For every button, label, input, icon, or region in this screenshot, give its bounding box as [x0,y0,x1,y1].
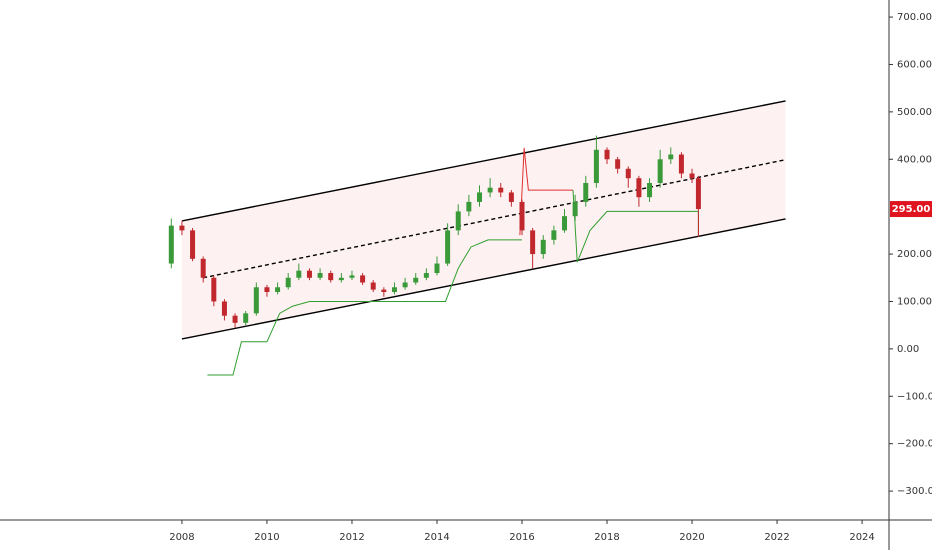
x-tick-label: 2010 [254,532,279,543]
channel-lower [181,218,786,340]
candle-body [306,270,312,278]
channel-fill [181,100,786,339]
candle-body [413,277,419,283]
candle-body [285,277,291,288]
candle-body [179,225,185,231]
candle-body [530,230,536,255]
price-tag-label: 295.00 [892,204,931,215]
y-tick-label: −100.00 [897,391,932,402]
candle-body [211,277,217,302]
candle-body [695,178,701,210]
candle-body [689,173,695,179]
price-tag [890,201,932,218]
candle-body [593,149,599,183]
candle-body [455,211,461,231]
y-tick-label: 400.00 [897,154,932,165]
candle-body [264,287,270,292]
y-tick-label: −300.00 [897,486,932,497]
candle-body [221,301,227,316]
candle-body [657,159,663,183]
candle-body [615,159,621,169]
x-tick-label: 2014 [424,532,449,543]
x-tick-label: 2018 [594,532,619,543]
y-tick-label: 600.00 [897,59,932,70]
candle-body [232,315,238,323]
candle-body [243,313,249,323]
candle-body [625,168,631,179]
y-tick-label: 700.00 [897,12,932,23]
candle-body [391,287,397,292]
candle-body [253,287,259,314]
candle-body [487,187,493,193]
candle-body [668,154,674,160]
candle-body [434,263,440,274]
candle-body [562,216,568,231]
candle-body [647,182,653,198]
x-tick-label: 2022 [764,532,789,543]
candle-body [328,273,334,281]
y-tick-label: −200.00 [897,439,932,450]
x-tick-label: 2016 [509,532,534,543]
x-tick-label: 2008 [169,532,194,543]
x-tick-label: 2020 [679,532,704,543]
candle-body [360,275,366,283]
candle-body [445,230,451,264]
candle-body [349,275,355,278]
candle-body [168,225,174,264]
candle-body [519,201,525,231]
candle-body [636,178,642,198]
stop-line [207,239,523,376]
candle-body [540,239,546,255]
candle-body [583,182,589,202]
candle-body [678,154,684,174]
x-tick-label: 2012 [339,532,364,543]
x-tick-label: 2024 [849,532,874,543]
stop-line [519,147,574,236]
candle-body [296,270,302,278]
y-tick-label: 0.00 [897,344,919,355]
candle-body [508,192,514,202]
channel-middle [203,159,786,279]
candle-body [604,149,610,160]
candle-body [200,258,206,278]
candle-body [190,230,196,259]
y-tick-label: 100.00 [897,296,932,307]
candle-body [551,230,557,240]
candle-body [381,289,387,292]
candle-body [476,192,482,202]
candle-body [572,201,578,217]
candle-body [370,282,376,290]
candle-body [317,273,323,278]
candle-body [275,287,281,292]
candle-body [402,282,408,288]
candle-body [338,277,344,281]
y-tick-label: 200.00 [897,249,932,260]
channel-upper [181,100,786,222]
candle-body [423,273,429,278]
y-tick-label: 500.00 [897,107,932,118]
candle-body [466,201,472,212]
candle-body [498,187,504,193]
